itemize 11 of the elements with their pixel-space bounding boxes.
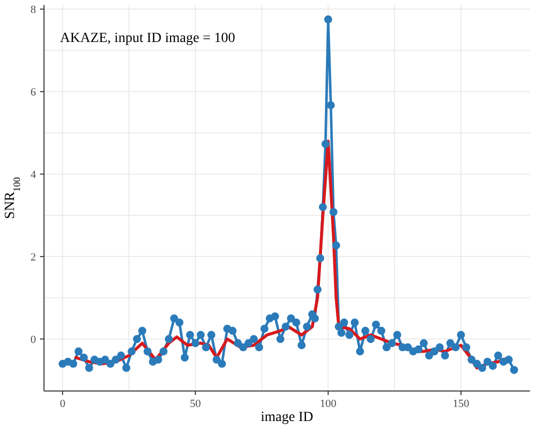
x-tick-label: 150 [452,398,470,410]
x-tick-label: 50 [190,398,202,410]
y-tick-label: 6 [30,86,36,99]
y-tick-label: 0 [30,334,36,346]
x-tick-label: 100 [320,398,337,410]
y-tick-label: 2 [30,252,36,264]
y-tick-label: 4 [30,169,36,182]
annotation: AKAZE, input ID image = 100 [60,31,236,46]
y-tick-label: 8 [30,4,36,16]
x-axis-title: image ID [260,410,314,425]
x-tick-label: 0 [60,398,66,410]
